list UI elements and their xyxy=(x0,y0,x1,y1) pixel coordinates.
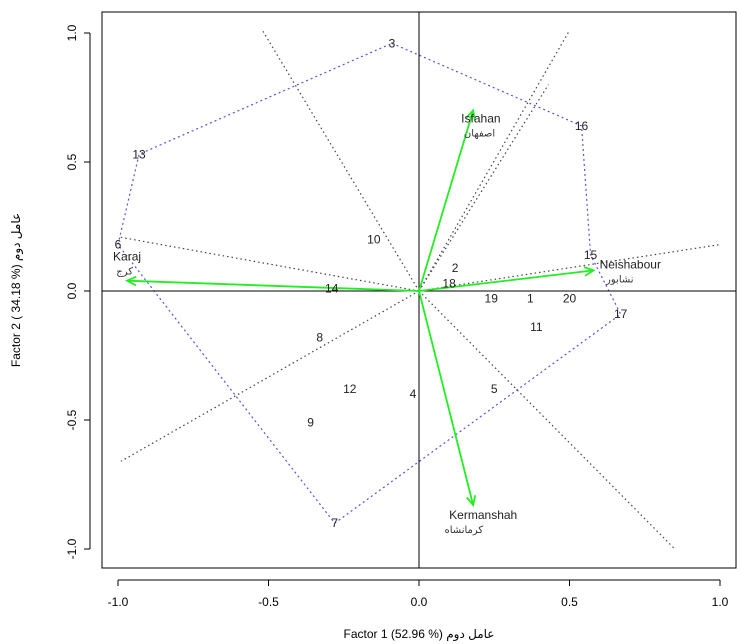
arrowhead-neishabour xyxy=(583,266,596,277)
point-label: 18 xyxy=(442,276,456,290)
city-label-kermanshah: Kermanshah xyxy=(449,508,517,522)
sector-line xyxy=(117,236,420,292)
point-label: 20 xyxy=(563,292,577,306)
point-label: 15 xyxy=(584,248,598,262)
sector-lines xyxy=(117,30,721,550)
point-label: 11 xyxy=(530,320,543,334)
y-axis: -1.0 -0.5 0.0 0.5 1.0 xyxy=(65,24,91,559)
point-label: 14 xyxy=(325,281,339,295)
arrowhead-karaj xyxy=(124,275,137,287)
y-tick-label: 1.0 xyxy=(65,24,79,41)
city-label-fa-karaj: کرج xyxy=(116,267,133,278)
sector-line xyxy=(418,84,549,292)
x-tick-label: 0.0 xyxy=(411,595,428,609)
sector-line xyxy=(120,290,420,462)
arrow-isfahan xyxy=(418,110,475,292)
sector-line xyxy=(418,243,721,292)
x-tick-label: 1.0 xyxy=(712,595,729,609)
point-label: 19 xyxy=(485,292,499,306)
city-label-fa-kermanshah: کرمانشاه xyxy=(445,525,484,536)
point-label: 9 xyxy=(307,416,314,430)
city-label-karaj: Karaj xyxy=(113,250,141,264)
city-label-fa-neishabour: نشابور xyxy=(605,274,634,285)
point-label: 10 xyxy=(367,232,381,246)
point-label: 4 xyxy=(410,387,417,401)
sector-line xyxy=(418,290,676,550)
city-label-fa-isfahan: اصفهان xyxy=(464,128,495,139)
arrowhead-isfahan xyxy=(465,108,476,121)
sector-line xyxy=(418,30,571,292)
arrow-karaj xyxy=(126,279,420,292)
x-tick-label: 0.5 xyxy=(561,595,578,609)
y-tick-label: 0.0 xyxy=(65,282,79,299)
point-label: 17 xyxy=(614,307,628,321)
x-tick-label: -1.0 xyxy=(108,595,129,609)
y-tick-label: -1.0 xyxy=(65,538,79,559)
point-label: 8 xyxy=(316,330,323,344)
point-label: 3 xyxy=(389,36,396,50)
y-axis-title: Factor 2 ( 34.18 %) عامل دوم xyxy=(9,213,24,367)
y-tick-label: -0.5 xyxy=(65,409,79,430)
arrow-kermanshah xyxy=(418,290,475,506)
arrow-neishabour xyxy=(418,269,594,292)
variable-arrows: Isfahan اصفهان Karaj کرج Neishabour نشابور Ker… xyxy=(113,108,661,536)
point-label: 13 xyxy=(132,147,146,161)
point-label: 6 xyxy=(115,238,122,252)
point-label: 2 xyxy=(452,261,459,275)
sector-line xyxy=(261,30,420,292)
x-axis: -1.0 -0.5 0.0 0.5 1.0 xyxy=(108,579,729,609)
x-tick-label: -0.5 xyxy=(258,595,279,609)
city-label-neishabour: Neishabour xyxy=(600,257,661,271)
y-tick-label: 0.5 xyxy=(65,153,79,170)
point-label: 7 xyxy=(331,516,338,530)
point-label: 12 xyxy=(343,382,357,396)
point-label: 1 xyxy=(527,292,534,306)
point-label: 16 xyxy=(575,119,589,133)
arrowhead-kermanshah xyxy=(466,495,477,508)
point-label: 5 xyxy=(491,382,498,396)
x-axis-title: Factor 1 (52.96 %) عامل دوم xyxy=(344,627,495,642)
city-label-isfahan: Isfahan xyxy=(461,111,500,125)
